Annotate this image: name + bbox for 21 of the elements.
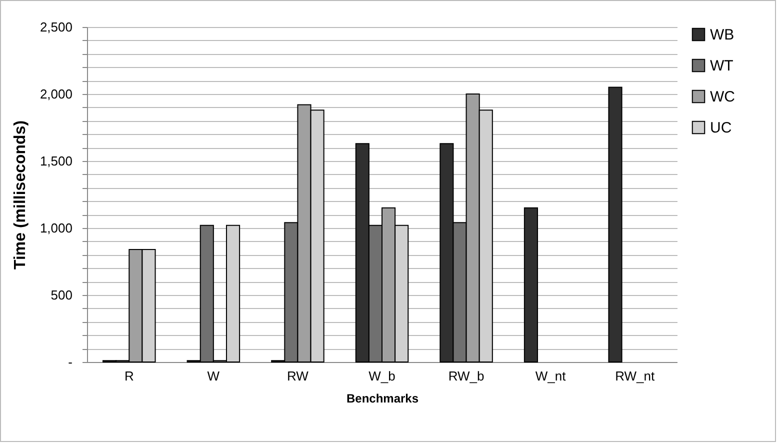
bar	[608, 86, 622, 362]
y-axis-title: Time (milliseconds)	[12, 120, 29, 270]
bar	[524, 207, 538, 362]
x-tick-label: RW_b	[448, 368, 484, 384]
legend-label: WB	[710, 26, 734, 44]
y-tick-label: 1,000	[40, 220, 72, 236]
legend-label: WC	[710, 88, 736, 106]
legend-label: WT	[710, 58, 734, 74]
y-tick-label: -	[68, 354, 72, 370]
y-tick-label: 2,500	[40, 20, 72, 34]
x-tick-label: W_nt	[535, 368, 566, 384]
x-tick-label: R	[124, 368, 134, 384]
y-tick-label: 500	[50, 288, 72, 302]
y-tick-label: 1,500	[40, 154, 72, 168]
legend-label: UC	[710, 120, 732, 136]
x-axis-title: Benchmarks	[346, 392, 419, 406]
x-tick-label: W_b	[368, 368, 396, 384]
x-tick-label: W	[207, 368, 220, 384]
x-tick-label: RW	[286, 368, 310, 384]
x-tick-label: RW_nt	[615, 368, 655, 384]
y-tick-label: 2,000	[40, 86, 72, 102]
